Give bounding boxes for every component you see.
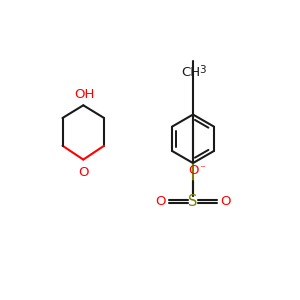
Text: CH: CH bbox=[182, 66, 201, 79]
Text: O: O bbox=[78, 166, 88, 179]
Text: OH: OH bbox=[74, 88, 94, 101]
Text: ⁻: ⁻ bbox=[199, 164, 205, 174]
Text: O: O bbox=[155, 195, 166, 208]
Text: O: O bbox=[220, 195, 231, 208]
Text: 3: 3 bbox=[200, 64, 206, 75]
Text: S: S bbox=[188, 194, 198, 209]
Text: O: O bbox=[188, 164, 198, 177]
